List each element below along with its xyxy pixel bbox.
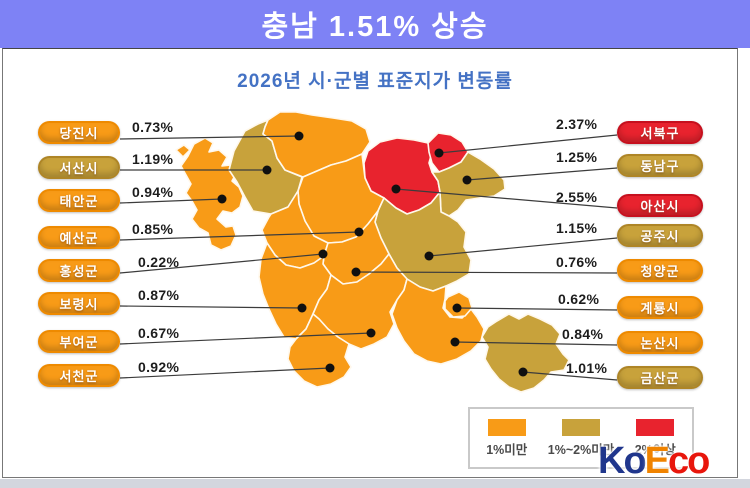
dot-dongnam-gu — [462, 175, 472, 185]
logo-part-co: co — [668, 440, 710, 482]
region-taean — [180, 137, 244, 251]
dot-seobuk-gu — [434, 148, 444, 158]
title-banner: 충남 1.51% 상승 — [0, 0, 750, 48]
pill-gyeryong: 계룡시 — [617, 296, 703, 319]
value-label-boryeong: 0.87% — [138, 287, 180, 303]
pill-gongju: 공주시 — [617, 224, 703, 247]
value-label-taean: 0.94% — [132, 184, 174, 200]
leader-line-gongju — [428, 237, 618, 257]
koeco-logo: KoEco — [598, 440, 710, 482]
legend-item-between-1-2: 1%~2%미만 — [547, 418, 615, 458]
legend-label-under-1: 1%미만 — [486, 442, 528, 457]
leader-line-seobuk-gu — [438, 134, 618, 154]
leader-line-dongnam-gu — [466, 167, 618, 181]
chart-subtitle: 2026년 시·군별 표준지가 변동률 — [237, 71, 513, 92]
value-label-hongseong: 0.22% — [138, 254, 180, 270]
legend-item-over-2: 2%이상 — [634, 418, 676, 458]
dot-dangjin — [294, 131, 304, 141]
dot-seosan — [262, 165, 272, 175]
leader-line-buyeo — [119, 332, 372, 345]
legend-label-between-1-2: 1%~2%미만 — [547, 442, 615, 457]
value-label-yesan: 0.85% — [132, 221, 174, 237]
dot-gyeryong — [452, 303, 462, 313]
dot-hongseong — [318, 249, 328, 259]
legend-swatch-over-2 — [636, 418, 675, 436]
region-nonsan — [391, 278, 485, 365]
value-label-asan: 2.55% — [556, 189, 598, 205]
leader-line-dangjin — [119, 135, 300, 140]
dot-gongju — [424, 251, 434, 261]
dot-seocheon — [325, 363, 335, 373]
dot-asan — [391, 184, 401, 194]
region-geumsan — [481, 313, 570, 393]
value-label-dongnam-gu: 1.25% — [556, 149, 598, 165]
pill-asan: 아산시 — [617, 194, 703, 217]
leader-line-gyeryong — [456, 307, 618, 311]
legend-item-under-1: 1%미만 — [486, 418, 528, 458]
leader-line-taean — [119, 198, 223, 204]
logo-part-ko: Ko — [598, 440, 647, 482]
dot-taean — [217, 194, 227, 204]
pill-yesan: 예산군 — [38, 226, 120, 249]
value-label-dangjin: 0.73% — [132, 119, 174, 135]
value-label-seosan: 1.19% — [132, 151, 174, 167]
leader-line-nonsan — [454, 341, 618, 346]
pill-dongnam-gu: 동남구 — [617, 154, 703, 177]
value-label-gyeryong: 0.62% — [558, 291, 600, 307]
leader-line-geumsan — [522, 371, 618, 381]
bottom-divider — [0, 479, 750, 488]
legend-swatch-under-1 — [487, 418, 526, 436]
pill-seobuk-gu: 서북구 — [617, 121, 703, 144]
dot-geumsan — [518, 367, 528, 377]
pill-seocheon: 서천군 — [38, 364, 120, 387]
legend-label-over-2: 2%이상 — [634, 442, 676, 457]
leader-line-boryeong — [119, 305, 303, 309]
leader-line-cheongyang — [355, 271, 618, 274]
dot-buyeo — [366, 328, 376, 338]
dot-nonsan — [450, 337, 460, 347]
dot-cheongyang — [351, 267, 361, 277]
pill-seosan: 서산시 — [38, 156, 120, 179]
legend: 1%미만 1%~2%미만 2%이상 — [468, 407, 694, 469]
pill-hongseong: 홍성군 — [38, 259, 120, 282]
leader-line-seocheon — [119, 367, 331, 379]
value-label-nonsan: 0.84% — [562, 326, 604, 342]
pill-dangjin: 당진시 — [38, 121, 120, 144]
value-label-cheongyang: 0.76% — [556, 254, 598, 270]
pill-buyeo: 부여군 — [38, 330, 120, 353]
dot-yesan — [354, 227, 364, 237]
pill-geumsan: 금산군 — [617, 366, 703, 389]
leader-line-yesan — [119, 231, 360, 241]
value-label-seocheon: 0.92% — [138, 359, 180, 375]
pill-nonsan: 논산시 — [617, 331, 703, 354]
dot-boryeong — [297, 303, 307, 313]
pill-boryeong: 보령시 — [38, 292, 120, 315]
pill-cheongyang: 청양군 — [617, 259, 703, 282]
leader-line-asan — [395, 188, 618, 209]
legend-swatch-between-1-2 — [562, 418, 600, 436]
value-label-buyeo: 0.67% — [138, 325, 180, 341]
logo-part-e: E — [644, 440, 670, 482]
value-label-geumsan: 1.01% — [566, 360, 608, 376]
pill-taean: 태안군 — [38, 189, 120, 212]
value-label-gongju: 1.15% — [556, 220, 598, 236]
page-title: 충남 1.51% 상승 — [261, 11, 489, 43]
leader-line-hongseong — [119, 253, 324, 274]
region-taean-islet — [175, 144, 191, 158]
value-label-seobuk-gu: 2.37% — [556, 116, 598, 132]
